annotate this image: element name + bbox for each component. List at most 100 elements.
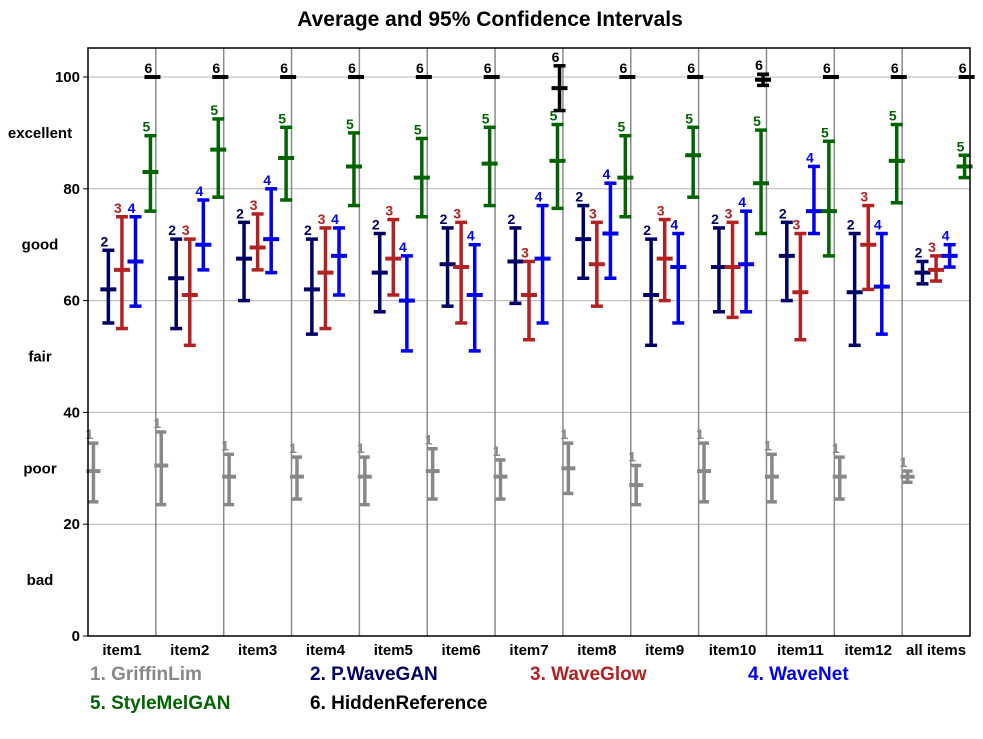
errorbar-StyleMelGAN-all-items: 5: [956, 138, 973, 180]
errorbar-series-label: 2: [779, 205, 787, 221]
x-axis-categories: item1 item2 item3 item4 item5 item6 item7 item8…: [102, 642, 966, 659]
category-label: item11: [777, 642, 824, 659]
errorbar-HiddenReference-item2: 6: [212, 60, 229, 79]
errorbar-series-label: 5: [889, 108, 897, 124]
errorbar-series-label: 3: [725, 205, 733, 221]
errorbar-StyleMelGAN-item11: 5: [820, 124, 837, 258]
errorbar-WaveNet-item9: 4: [670, 217, 687, 325]
errorbar-WaveGlow-item2: 3: [181, 222, 198, 348]
legend-entry-GriffinLim: 1. GriffinLim: [90, 664, 202, 685]
errorbar-series-label: 2: [304, 222, 312, 238]
errorbar-series-label: 6: [212, 60, 220, 76]
errorbar-series-label: 4: [399, 239, 407, 255]
errorbar-series-label: 5: [821, 124, 829, 140]
errorbar-P.WaveGAN-item1: 2: [100, 233, 117, 325]
errorbar-series-label: 5: [143, 119, 151, 135]
errorbar-StyleMelGAN-item10: 5: [753, 113, 770, 236]
category-label: item3: [238, 642, 277, 659]
category-label: item6: [442, 642, 481, 659]
errorbar-series-label: 2: [372, 217, 380, 233]
errorbar-P.WaveGAN-item9: 2: [643, 222, 660, 348]
errorbar-StyleMelGAN-item6: 5: [481, 110, 498, 208]
errorbar-series-label: 1: [628, 449, 636, 465]
errorbar-WaveNet-item5: 4: [398, 239, 415, 353]
errorbar-series-label: 2: [508, 211, 516, 227]
errorbar-series-label: 4: [874, 217, 882, 233]
chart-title: Average and 95% Confidence Intervals: [297, 8, 683, 31]
errorbar-P.WaveGAN-item2: 2: [168, 222, 185, 331]
legend: 1. GriffinLim 2. P.WaveGAN 3. WaveGlow 4. W…: [90, 664, 849, 714]
errorbar-P.WaveGAN-item12: 2: [846, 217, 863, 348]
errorbar-series-label: 1: [493, 443, 501, 459]
errorbar-series-label: 6: [416, 60, 424, 76]
errorbar-series-label: 1: [900, 454, 908, 470]
errorbar-series-label: 3: [250, 197, 258, 213]
category-label: item12: [844, 642, 892, 659]
errorbar-series-label: 6: [280, 60, 288, 76]
errorbar-HiddenReference-item10: 6: [755, 57, 772, 88]
category-label: item4: [306, 642, 346, 659]
errorbar-series-label: 2: [236, 205, 244, 221]
category-label: all items: [906, 642, 966, 659]
errorbar-WaveNet-item11: 4: [805, 149, 822, 236]
errorbar-HiddenReference-item9: 6: [687, 60, 704, 79]
errorbar-WaveGlow-item5: 3: [385, 203, 402, 297]
y-tick-label: 20: [63, 516, 80, 533]
errorbar-WaveGlow-item10: 3: [724, 205, 741, 320]
y-tick-label: 40: [63, 404, 80, 421]
errorbar-HiddenReference-item6: 6: [483, 60, 500, 79]
errorbar-HiddenReference-item3: 6: [280, 60, 297, 79]
errorbar-series-label: 5: [957, 138, 965, 154]
y-quality-labels: bad poor fair good excellent: [8, 125, 72, 589]
errorbar-P.WaveGAN-item4: 2: [303, 222, 320, 336]
errorbar-series-label: 2: [440, 211, 448, 227]
errorbar-series-label: 2: [168, 222, 176, 238]
errorbar-series-label: 6: [552, 49, 560, 65]
errorbar-series-label: 5: [210, 102, 218, 118]
errorbar-StyleMelGAN-item3: 5: [278, 110, 295, 202]
errorbar-series-label: 5: [550, 108, 558, 124]
errorbar-series-label: 1: [221, 437, 229, 453]
errorbar-StyleMelGAN-item12: 5: [888, 108, 905, 205]
errorbar-WaveNet-item3: 4: [263, 172, 280, 275]
errorbar-WaveGlow-item3: 3: [249, 197, 266, 272]
errorbar-series-label: 1: [86, 426, 94, 442]
errorbar-series-label: 5: [346, 116, 354, 132]
y-tick-label: 0: [72, 628, 80, 645]
errorbar-WaveGlow-item1: 3: [113, 200, 130, 331]
category-dividers: [155, 48, 903, 636]
errorbar-series-label: 5: [414, 121, 422, 137]
errorbar-WaveGlow-item12: 3: [860, 189, 877, 292]
errorbar-series-label: 4: [738, 194, 746, 210]
errorbar-WaveNet-all-items: 4: [941, 228, 958, 269]
errorbar-P.WaveGAN-item3: 2: [236, 205, 253, 303]
errorbar-series-label: 3: [928, 239, 936, 255]
errorbar-WaveNet-item1: 4: [127, 200, 144, 308]
errorbar-StyleMelGAN-item5: 5: [413, 121, 430, 219]
errorbar-series-label: 2: [711, 211, 719, 227]
errorbar-StyleMelGAN-item2: 5: [210, 102, 227, 199]
errorbar-series-label: 1: [764, 437, 772, 453]
errorbar-HiddenReference-item5: 6: [415, 60, 432, 79]
errorbar-series-label: 3: [453, 205, 461, 221]
y-tick-label: 60: [63, 293, 80, 310]
errorbar-P.WaveGAN-item6: 2: [439, 211, 456, 308]
errorbar-HiddenReference-all-items: 6: [958, 60, 975, 79]
legend-entry-HiddenReference: 6. HiddenReference: [310, 693, 487, 714]
errorbar-WaveGlow-all-items: 3: [928, 239, 945, 283]
legend-entry-WaveNet: 4. WaveNet: [748, 664, 849, 685]
errorbar-series-label: 3: [792, 217, 800, 233]
errorbar-HiddenReference-item11: 6: [822, 60, 839, 79]
errorbar-WaveNet-item10: 4: [738, 194, 755, 314]
errorbar-P.WaveGAN-item10: 2: [710, 211, 727, 314]
errorbar-GriffinLim-item5: 1: [357, 440, 372, 507]
errorbar-StyleMelGAN-item9: 5: [685, 110, 702, 199]
errorbar-GriffinLim-item1: 1: [86, 426, 101, 504]
errorbar-GriffinLim-item10: 1: [696, 426, 712, 504]
errorbar-series-label: 2: [643, 222, 651, 238]
legend-entry-StyleMelGAN: 5. StyleMelGAN: [90, 693, 230, 714]
errorbar-series-label: 1: [289, 440, 297, 456]
errorbar-P.WaveGAN-item5: 2: [371, 217, 388, 314]
errorbar-WaveGlow-item6: 3: [453, 205, 470, 325]
